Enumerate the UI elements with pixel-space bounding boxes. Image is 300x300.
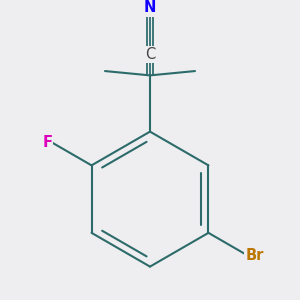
Text: F: F: [42, 135, 52, 150]
Text: N: N: [144, 0, 156, 15]
Text: C: C: [145, 47, 155, 62]
Text: Br: Br: [245, 248, 263, 263]
